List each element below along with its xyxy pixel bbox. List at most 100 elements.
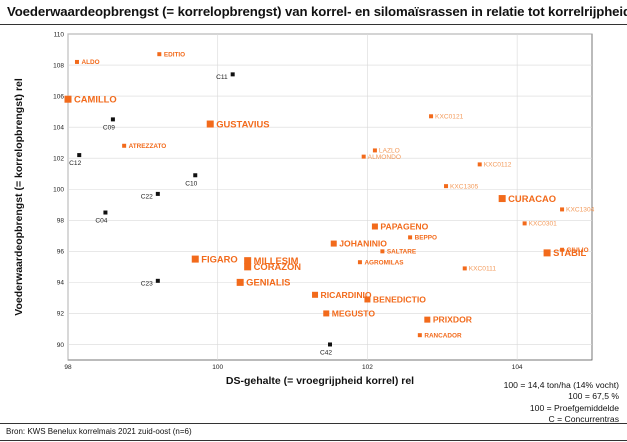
trial-variety-label: KXC0121 — [435, 114, 464, 121]
kws-variety-marker — [122, 143, 127, 148]
y-tick-label: 110 — [54, 31, 65, 38]
kws-variety-marker — [424, 316, 431, 323]
kws-variety-marker — [498, 195, 506, 203]
y-tick-label: 96 — [57, 249, 65, 256]
kws-variety-label: PRIXDOR — [433, 315, 473, 325]
y-tick-label: 100 — [53, 187, 64, 194]
kws-variety-label: RICARDINIO — [321, 290, 372, 300]
competitor-label: C42 — [320, 349, 332, 356]
kws-variety-label: EDITIO — [164, 51, 185, 58]
competitor-marker — [193, 173, 198, 178]
kws-variety-label: CURACAO — [508, 193, 556, 204]
kws-variety-label: GIULIO — [567, 247, 589, 254]
note-ds-reference: 100 = 67,5 % — [568, 391, 619, 402]
note-competitor: C = Concurrentras — [548, 414, 619, 425]
competitor-label: C12 — [69, 160, 81, 167]
competitor-marker — [77, 153, 82, 158]
kws-variety-label: MEGUSTO — [332, 308, 376, 318]
kws-variety-marker — [364, 296, 371, 303]
kws-variety-label: AGROMILAS — [364, 259, 404, 266]
competitor-label: C11 — [216, 74, 228, 81]
y-tick-label: 106 — [53, 93, 64, 100]
kws-variety-marker — [312, 291, 319, 298]
x-tick-label: 102 — [362, 364, 373, 371]
trial-variety-label: KXC0301 — [529, 221, 558, 228]
kws-variety-label: FIGARO — [201, 253, 237, 264]
reference-notes: 100 = 14,4 ton/ha (14% vocht) 100 = 67,5… — [504, 380, 619, 426]
kws-variety-label: RANCADOR — [424, 332, 462, 339]
kws-variety-label: CAMILLO — [74, 93, 117, 104]
y-axis-title: Voederwaardeopbrengst (= korrelopbrengst… — [13, 78, 25, 316]
competitor-marker — [155, 191, 160, 196]
kws-variety-label: STABIL — [553, 247, 586, 258]
trial-variety-label: KXC0111 — [469, 266, 497, 273]
kws-variety-marker — [244, 257, 252, 265]
kws-variety-marker — [380, 249, 385, 254]
kws-variety-marker — [64, 95, 72, 103]
kws-variety-marker — [330, 240, 337, 247]
footer-bottom-divider — [0, 440, 627, 441]
title-divider — [0, 24, 627, 25]
kws-variety-label: CORAZON — [254, 261, 302, 272]
trial-variety-label: LAZLO — [379, 148, 400, 155]
x-axis-title: DS-gehalte (= vroegrijpheid korrel) rel — [226, 375, 414, 387]
competitor-label: C04 — [95, 218, 107, 225]
y-tick-label: 94 — [57, 280, 65, 287]
competitor-label: C09 — [103, 124, 115, 131]
trial-variety-marker — [372, 148, 377, 153]
competitor-marker — [155, 278, 160, 283]
kws-variety-label: GENIALIS — [246, 277, 290, 288]
trial-variety-label: ALMONDO — [368, 154, 401, 161]
note-trial-average: 100 = Proefgemiddelde — [529, 402, 619, 413]
trial-variety-marker — [522, 221, 527, 226]
kws-variety-marker — [408, 235, 413, 240]
kws-variety-marker — [191, 255, 199, 263]
trial-variety-label: KXC1304 — [566, 207, 595, 214]
kws-variety-label: SALTARE — [387, 249, 417, 256]
y-tick-label: 108 — [53, 62, 64, 69]
kws-variety-marker — [543, 249, 551, 257]
source-note: Bron: KWS Benelux korrelmais 2021 zuid-o… — [6, 427, 192, 436]
kws-variety-marker — [74, 59, 79, 64]
kws-variety-label: BEPPO — [415, 235, 437, 242]
kws-variety-marker — [371, 223, 378, 230]
y-tick-label: 104 — [53, 124, 64, 131]
y-tick-label: 102 — [53, 155, 64, 162]
note-yield-reference: 100 = 14,4 ton/ha (14% vocht) — [503, 380, 619, 390]
kws-variety-marker — [206, 120, 214, 128]
trial-variety-marker — [444, 184, 449, 189]
trial-variety-marker — [361, 154, 366, 159]
kws-variety-marker — [236, 278, 244, 286]
trial-variety-label: KXC1305 — [450, 183, 479, 190]
competitor-marker — [103, 210, 108, 215]
competitor-marker — [230, 72, 235, 77]
y-tick-label: 90 — [57, 342, 65, 349]
competitor-marker — [110, 117, 115, 122]
x-tick-label: 98 — [64, 364, 72, 371]
competitor-label: C23 — [141, 280, 153, 287]
kws-variety-marker — [560, 247, 565, 252]
competitor-label: C10 — [185, 180, 197, 187]
kws-variety-marker — [244, 263, 252, 271]
kws-variety-label: JOHANINIO — [339, 239, 387, 249]
trial-variety-label: KXC0112 — [484, 162, 512, 169]
kws-variety-marker — [323, 310, 330, 317]
kws-variety-label: ATREZZATO — [129, 143, 167, 150]
kws-variety-marker — [417, 333, 422, 338]
kws-variety-label: BENEDICTIO — [373, 294, 426, 304]
trial-variety-marker — [477, 162, 482, 167]
competitor-label: C22 — [141, 193, 153, 200]
kws-variety-label: MILLESIM — [254, 255, 299, 266]
kws-variety-label: PAPAGENO — [380, 222, 428, 232]
kws-variety-label: GUSTAVIUS — [216, 118, 269, 129]
trial-variety-marker — [560, 207, 565, 212]
chart-title: Voederwaardeopbrengst (= korrelopbrengst… — [7, 4, 627, 19]
competitor-marker — [328, 342, 332, 347]
trial-variety-marker — [462, 266, 467, 271]
y-tick-label: 92 — [57, 311, 65, 318]
trial-variety-marker — [429, 114, 434, 119]
x-tick-label: 100 — [212, 364, 223, 371]
y-tick-label: 98 — [57, 218, 65, 225]
